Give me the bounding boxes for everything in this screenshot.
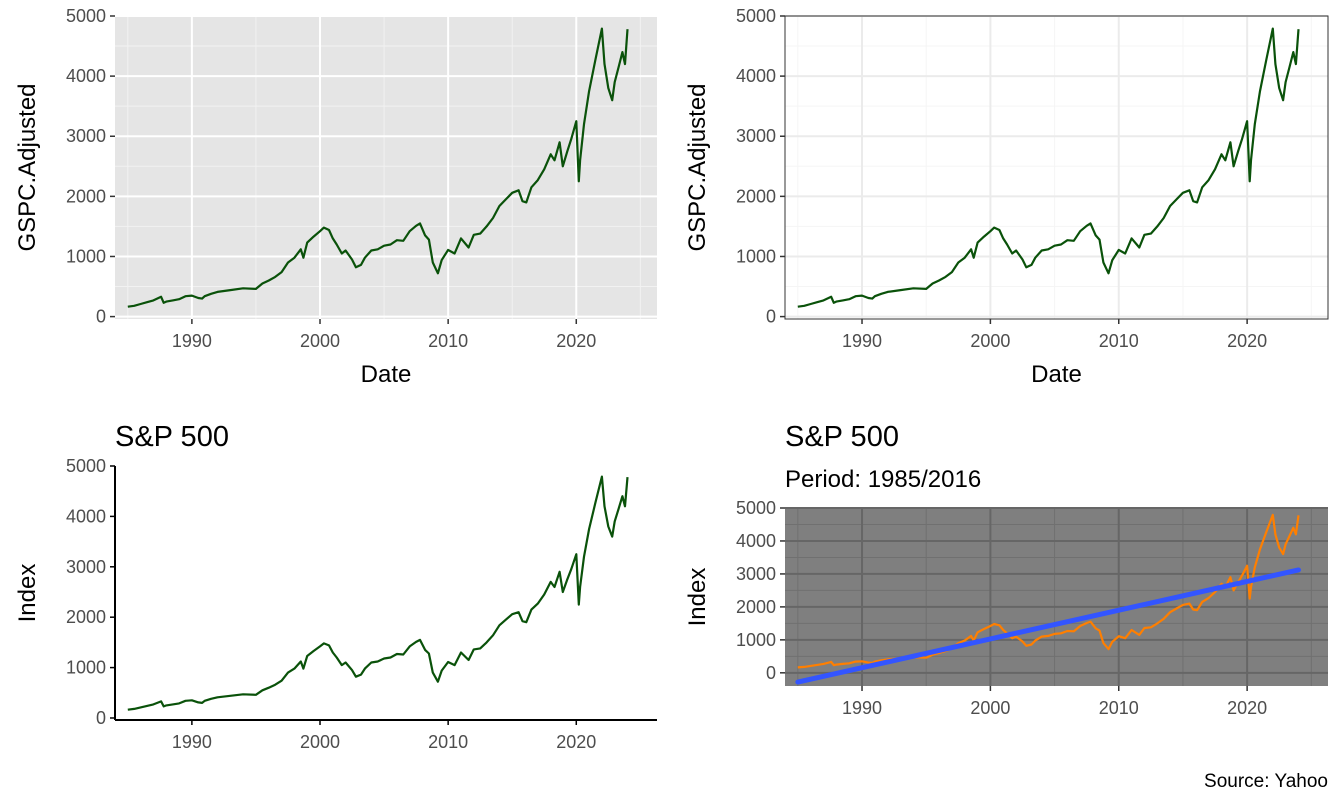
panel-dark-theme: 0 1000 2000 3000 4000 5000 1990 2000 2010 2020 Ind… [684, 421, 1328, 718]
y-tick-label: 5000 [736, 6, 776, 26]
chart-title: S&P 500 [785, 421, 899, 453]
x-tick-label: 2000 [300, 331, 340, 351]
y-tick-label: 5000 [66, 6, 106, 26]
panel-border [784, 15, 1329, 320]
x-tick-label: 2020 [1227, 698, 1267, 718]
x-tick-label: 1990 [172, 732, 212, 752]
y-tick-label: 1000 [736, 630, 776, 650]
series-line [797, 513, 1300, 669]
y-tick-label: 0 [96, 307, 106, 327]
y-tick-label: 4000 [66, 506, 106, 526]
y-tick-label: 3000 [736, 126, 776, 146]
y-tick-label: 3000 [66, 557, 106, 577]
x-tick-label: 2020 [556, 732, 596, 752]
y-axis-title: Index [14, 564, 41, 623]
x-tick-label: 2010 [1099, 331, 1139, 351]
x-tick-label: 2010 [428, 331, 468, 351]
x-tick-label: 2000 [300, 732, 340, 752]
y-tick-label: 4000 [736, 66, 776, 86]
y-tick-label: 4000 [736, 531, 776, 551]
panel-grey-theme: 0 1000 2000 3000 4000 5000 1990 2000 2010 2020 Dat… [14, 6, 657, 388]
x-tick-label: 2000 [970, 331, 1010, 351]
y-tick-label: 3000 [736, 564, 776, 584]
panel-classic-theme: 0 1000 2000 3000 4000 5000 1990 2000 2010 2020 Ind… [14, 421, 657, 752]
panel-background [785, 16, 1328, 319]
x-axis-title: Date [1031, 361, 1082, 388]
y-tick-label: 0 [766, 307, 776, 327]
y-tick-label: 4000 [66, 66, 106, 86]
panel-background [115, 466, 657, 720]
y-tick-label: 2000 [66, 186, 106, 206]
series-line [127, 475, 629, 711]
y-tick-label: 5000 [736, 498, 776, 518]
y-axis-title: GSPC.Adjusted [684, 83, 711, 251]
series-line [797, 27, 1300, 308]
x-tick-label: 2010 [1099, 698, 1139, 718]
trend-line [795, 567, 1301, 685]
y-tick-label: 1000 [736, 246, 776, 266]
y-tick-label: 0 [766, 663, 776, 683]
panel-background [115, 16, 657, 319]
x-tick-label: 2010 [428, 732, 468, 752]
y-tick-label: 0 [96, 708, 106, 728]
y-tick-label: 1000 [66, 658, 106, 678]
x-tick-label: 2020 [556, 331, 596, 351]
x-tick-label: 2000 [970, 698, 1010, 718]
y-tick-label: 5000 [66, 456, 106, 476]
y-tick-label: 2000 [736, 597, 776, 617]
y-tick-label: 1000 [66, 246, 106, 266]
y-tick-label: 2000 [66, 607, 106, 627]
panel-bw-theme: 0 1000 2000 3000 4000 5000 1990 2000 2010 2020 Dat… [684, 6, 1329, 388]
y-tick-label: 3000 [66, 126, 106, 146]
y-axis-title: GSPC.Adjusted [14, 83, 41, 251]
y-tick-label: 2000 [736, 186, 776, 206]
x-tick-label: 2020 [1227, 331, 1267, 351]
chart-title: S&P 500 [115, 421, 229, 453]
x-tick-label: 1990 [172, 331, 212, 351]
x-tick-label: 1990 [842, 331, 882, 351]
series-line [127, 27, 629, 308]
y-axis-title: Index [684, 568, 711, 627]
x-tick-label: 1990 [842, 698, 882, 718]
chart-subtitle: Period: 1985/2016 [785, 466, 981, 493]
x-axis-title: Date [361, 361, 412, 388]
chart-caption: Source: Yahoo [1204, 771, 1328, 792]
